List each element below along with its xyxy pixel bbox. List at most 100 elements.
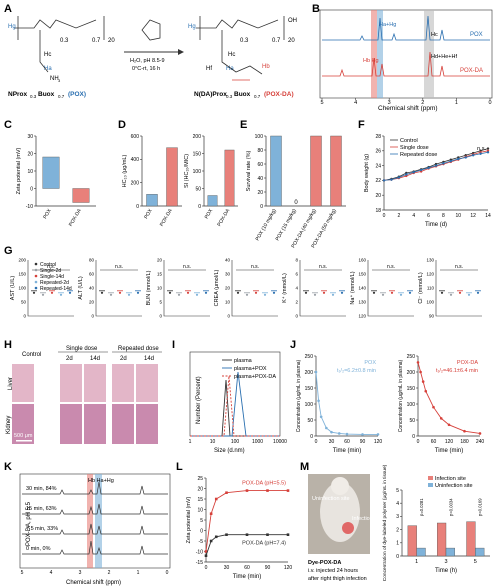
c-ytick-label-3: 20 bbox=[27, 151, 33, 157]
g-point-4-1 bbox=[313, 293, 317, 296]
g-axes-1 bbox=[95, 260, 142, 317]
m-mouse-head bbox=[331, 477, 349, 495]
m-ylabel: Concentration of dye-labeled polymer (μg… bbox=[382, 464, 388, 581]
g-ytick-2-4: 20 bbox=[157, 258, 163, 263]
g-point-5-1 bbox=[381, 293, 385, 296]
m-caption-3: after right thigh infection bbox=[308, 576, 367, 582]
b-tick-label-5: 0 bbox=[488, 100, 491, 106]
left-brackets bbox=[17, 16, 105, 40]
h-kidney-tile-1 bbox=[60, 404, 82, 444]
g-ylabel-4: K⁺ (mmol/L) bbox=[281, 273, 288, 303]
i-curve-poxda bbox=[190, 375, 280, 437]
g-legend-4: Repeated-14d bbox=[40, 286, 72, 292]
j2-ylabel: Concentration (μg/mL in plasma) bbox=[398, 359, 404, 432]
f-ytick-label-4: 26 bbox=[375, 149, 381, 155]
e-cat-0: POX (10 mg/kg) bbox=[255, 208, 278, 242]
l-ytick-label-2: -5 bbox=[199, 539, 204, 545]
e-ylabel: Survival rate (%) bbox=[246, 151, 252, 192]
series-poxda-label: POX-DA bbox=[460, 68, 483, 74]
g-ytick-0-1: 50 bbox=[21, 300, 27, 305]
j2-point-6 bbox=[447, 423, 451, 427]
k-spectrum-2 bbox=[22, 523, 168, 535]
l-point-1-5 bbox=[266, 533, 269, 536]
j1-point-3 bbox=[325, 426, 328, 430]
label-hb-hg: Hb Hg bbox=[363, 58, 379, 64]
j2-point-2 bbox=[421, 380, 425, 383]
panel-label-h: H bbox=[4, 339, 12, 351]
l-ytick-label-3: 0 bbox=[200, 528, 203, 534]
h-liver-tile-2 bbox=[84, 364, 106, 402]
e-bar-0 bbox=[270, 135, 282, 207]
m-ytick-label-5: 5 bbox=[396, 488, 399, 494]
panel-label-j: J bbox=[290, 339, 296, 351]
m-bar-0-0 bbox=[407, 525, 417, 557]
j1-annotation: t₁/₂=6.2±0.8 min bbox=[337, 368, 376, 374]
f-ytick-label-2: 22 bbox=[375, 178, 381, 184]
left-polymer-sub2: 0.7 bbox=[58, 94, 65, 99]
g-ytick-2-3: 15 bbox=[157, 272, 163, 277]
k-spectrum-0 bbox=[22, 481, 168, 495]
left-polymer-name: NProx bbox=[8, 91, 28, 98]
g-point-2-2 bbox=[186, 291, 190, 294]
l-point-1-0 bbox=[204, 554, 208, 557]
left-nh3: NH bbox=[50, 76, 59, 82]
g-ytick-3-4: 40 bbox=[225, 258, 231, 263]
m-ytick-label-2: 2 bbox=[396, 527, 399, 533]
g-ytick-6-2: 110 bbox=[427, 286, 435, 291]
l-ytick-label-0: -15 bbox=[196, 560, 203, 566]
k-spectra: 30 min, 84% 15 min, 63% 7.5 min, 33% 0 min,… bbox=[22, 481, 168, 555]
g-ylabel-0: AST (U/L) bbox=[10, 276, 16, 301]
g-point-3-3 bbox=[263, 293, 267, 296]
panel-h-histology: Control Single dose Repeated dose 2d 14d… bbox=[6, 346, 162, 444]
k-xlabel: Chemical shift (ppm) bbox=[66, 580, 121, 586]
j1-xtick-2: 60 bbox=[344, 439, 350, 445]
g-point-3-4 bbox=[272, 291, 276, 294]
g-ytick-2-1: 5 bbox=[159, 300, 162, 305]
right-oh: OH bbox=[288, 18, 297, 24]
g-point-1-4 bbox=[136, 291, 140, 294]
f-legend-0: Control bbox=[400, 138, 418, 144]
g-point-6-0 bbox=[440, 291, 444, 294]
panel-i-frame bbox=[189, 351, 281, 437]
f-point-2-13 bbox=[479, 152, 482, 155]
m-bar-1-0 bbox=[416, 547, 426, 557]
m-bar-1-1 bbox=[445, 547, 456, 557]
k-spectrum-3 bbox=[22, 540, 168, 555]
i-xtick-4: 10000 bbox=[273, 439, 287, 445]
l-xtick-4: 120 bbox=[284, 565, 293, 571]
series-pox-label: POX bbox=[470, 32, 483, 38]
d2-ylabel: SI (HC₁₀/MIC) bbox=[184, 154, 190, 188]
f-xlabel: Time (d) bbox=[425, 222, 447, 228]
l-point-1-2 bbox=[214, 535, 218, 539]
chart-c-zeta: -10 0 10 20 30 Zeta potential (mV) POX POX-DA bbox=[16, 134, 96, 228]
right-sub-20: 20 bbox=[288, 38, 295, 44]
e-bar-2 bbox=[310, 135, 322, 207]
left-nh3-sub: 3 bbox=[58, 78, 61, 83]
j2-point-8 bbox=[478, 432, 482, 435]
k-xtick-1: 4 bbox=[50, 570, 53, 576]
right-polymer-name2: Buox bbox=[234, 91, 251, 98]
left-polymer-name2: Buox bbox=[38, 91, 55, 98]
g-point-3-1 bbox=[245, 293, 249, 296]
g-ns-6: n.s. bbox=[455, 264, 463, 270]
k-ylabel: POX-DA, pH 5.5 bbox=[26, 501, 32, 546]
l-ytick-label-8: 25 bbox=[197, 476, 203, 482]
e-ytick-label-4: 80 bbox=[257, 148, 263, 154]
l-point-0-0 bbox=[204, 550, 208, 553]
m-pvalue-1: p=0.0034 bbox=[448, 498, 453, 516]
l-ytick-label-6: 15 bbox=[197, 497, 203, 503]
l-series-label-0: POX-DA (pH=5.5) bbox=[242, 481, 286, 487]
reagent-condition-2: 0°C-rt, 16 h bbox=[132, 66, 160, 72]
left-backbone bbox=[14, 19, 97, 29]
j1-ytick-label-0: 0 bbox=[310, 434, 313, 440]
e-ytick-label-5: 100 bbox=[255, 134, 264, 140]
panel-label-a: A bbox=[4, 3, 12, 15]
g-ytick-3-0: 0 bbox=[227, 314, 230, 319]
spectrum-pox bbox=[322, 15, 490, 41]
g-ytick-4-4: 8 bbox=[295, 258, 298, 263]
panel-b-xlabel: Chemical shift (ppm) bbox=[378, 105, 438, 112]
g-point-2-0 bbox=[168, 291, 172, 294]
l-point-1-6 bbox=[286, 533, 290, 536]
